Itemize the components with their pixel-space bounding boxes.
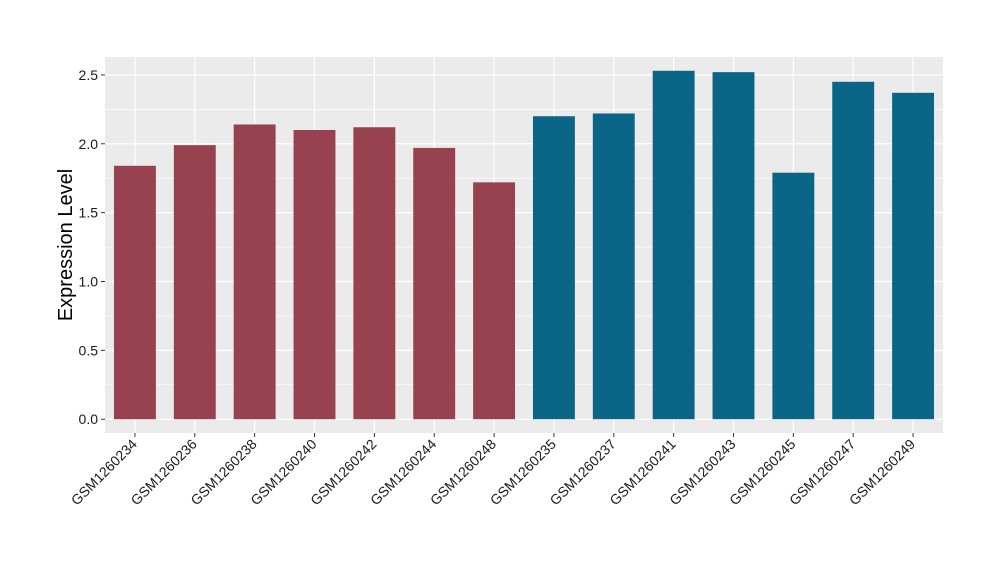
bar-GSM1260235 (532, 116, 575, 420)
y-tick-label: 0.0 (79, 411, 99, 427)
y-axis: 0.0 0.5 1.0 1.5 2.0 2.5 (79, 67, 105, 427)
bar-GSM1260244 (413, 147, 456, 420)
x-axis: GSM1260234GSM1260236GSM1260238GSM1260240… (68, 433, 918, 508)
bar-GSM1260237 (592, 113, 635, 420)
y-tick-label: 2.0 (79, 136, 99, 152)
bar-GSM1260243 (712, 72, 755, 420)
bar-GSM1260247 (832, 81, 875, 420)
bar-GSM1260249 (892, 92, 935, 420)
bar-GSM1260241 (652, 70, 695, 420)
plot-panel (105, 57, 943, 433)
bar-GSM1260234 (113, 165, 156, 420)
bars (113, 70, 935, 420)
y-tick-label: 1.5 (79, 205, 99, 221)
bar-GSM1260238 (233, 124, 276, 420)
bar-GSM1260236 (173, 145, 216, 420)
bar-GSM1260245 (772, 172, 815, 420)
y-tick-label: 2.5 (79, 67, 99, 83)
y-axis-title: Expression Level (55, 169, 77, 321)
bar-GSM1260240 (293, 129, 336, 420)
bar-GSM1260248 (473, 182, 516, 420)
bar-GSM1260242 (353, 127, 396, 420)
y-tick-label: 1.0 (79, 273, 99, 289)
y-tick-label: 0.5 (79, 342, 99, 358)
